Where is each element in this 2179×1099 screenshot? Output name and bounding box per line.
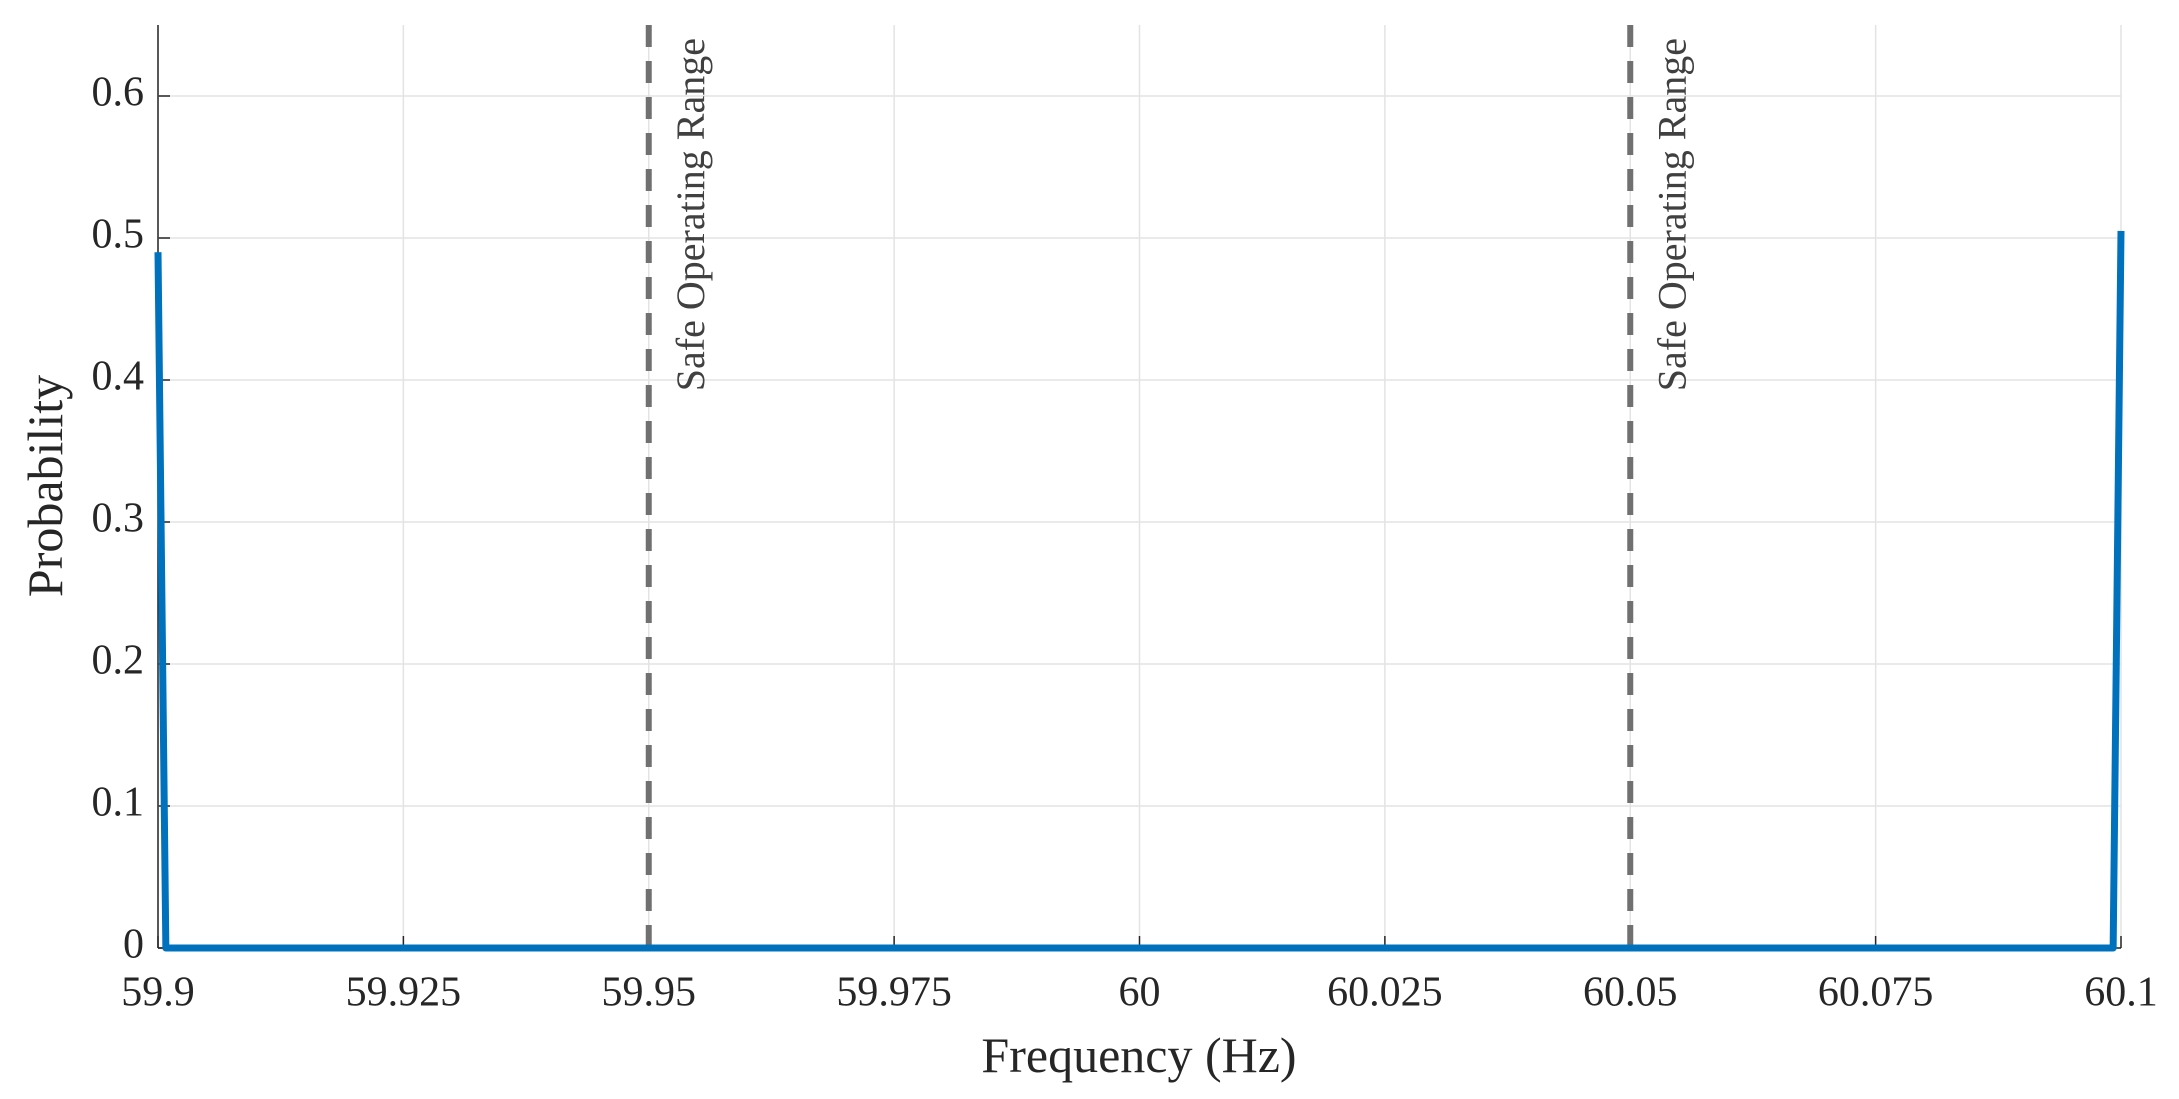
reference-label: Safe Operating Range (668, 38, 713, 391)
x-tick-label: 60.05 (1583, 970, 1678, 1016)
x-tick-label: 60.1 (2084, 970, 2158, 1016)
reference-label: Safe Operating Range (1649, 38, 1694, 391)
x-tick-label: 60 (1119, 970, 1161, 1016)
x-tick-label: 59.975 (836, 970, 952, 1016)
y-axis-label: Probability (17, 375, 73, 597)
y-tick-label: 0 (123, 922, 144, 968)
y-tick-label: 0.2 (92, 638, 145, 684)
x-tick-label: 59.925 (346, 970, 462, 1016)
x-tick-label: 59.95 (602, 970, 697, 1016)
y-tick-label: 0.3 (92, 496, 145, 542)
x-tick-label: 60.075 (1818, 970, 1934, 1016)
y-tick-label: 0.5 (92, 212, 145, 258)
x-axis-label: Frequency (Hz) (981, 1027, 1296, 1083)
y-tick-label: 0.6 (92, 70, 145, 116)
y-tick-label: 0.1 (92, 780, 145, 826)
y-tick-label: 0.4 (92, 354, 145, 400)
data-line (154, 230, 2125, 952)
x-tick-label: 59.9 (121, 970, 195, 1016)
x-tick-label: 60.025 (1327, 970, 1443, 1016)
